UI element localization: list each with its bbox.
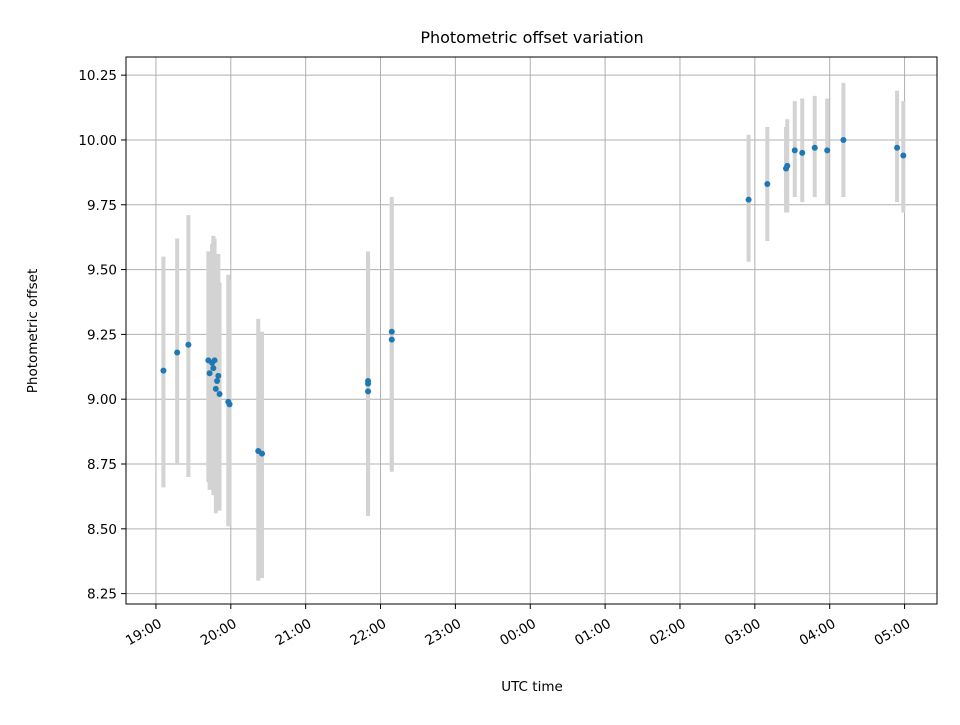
y-tick: 10.25 [78,68,126,84]
data-point [211,357,218,364]
y-tick: 9.00 [87,392,126,408]
data-point [388,336,395,343]
data-point [811,144,818,151]
data-point [840,136,847,143]
y-axis-label: Photometric offset [25,269,41,393]
y-tick-label: 10.00 [78,133,117,149]
y-tick-label: 10.25 [78,68,117,84]
data-point [894,144,901,151]
data-point [216,391,223,398]
y-tick: 9.25 [87,327,126,343]
y-axis: 8.25 8.50 8.75 9.00 9.25 9.50 9.75 10.00 10.25 [78,68,126,603]
data-point [185,341,192,348]
y-tick-label: 8.25 [87,587,117,603]
data-point [206,370,213,377]
y-tick-label: 8.50 [87,522,117,538]
chart-title: Photometric offset variation [420,28,643,47]
data-point [214,378,221,385]
data-point [784,162,791,169]
data-point [174,349,181,356]
data-point [745,196,752,203]
x-axis-label: UTC time [501,679,563,695]
y-tick-label: 9.25 [87,327,117,343]
data-point [365,380,372,387]
data-point [215,372,222,379]
data-point [791,147,798,154]
y-tick: 8.50 [87,522,126,538]
y-tick-label: 9.00 [87,392,117,408]
y-tick: 8.75 [87,457,126,473]
y-tick: 10.00 [78,133,126,149]
data-points [160,136,907,457]
y-tick: 9.75 [87,198,126,214]
data-point [258,450,265,457]
data-point [160,367,167,374]
y-tick: 8.25 [87,587,126,603]
y-tick: 9.50 [87,263,126,279]
data-point [900,152,907,159]
data-point [799,149,806,156]
data-point [824,147,831,154]
data-point [210,365,217,372]
y-tick-label: 8.75 [87,457,117,473]
plot-frame [125,56,938,605]
data-point [226,401,233,408]
data-point [212,385,219,392]
data-point [365,388,372,395]
data-point [764,181,771,188]
y-tick-label: 9.75 [87,198,117,214]
y-tick-label: 9.50 [87,263,117,279]
data-point [388,328,395,335]
